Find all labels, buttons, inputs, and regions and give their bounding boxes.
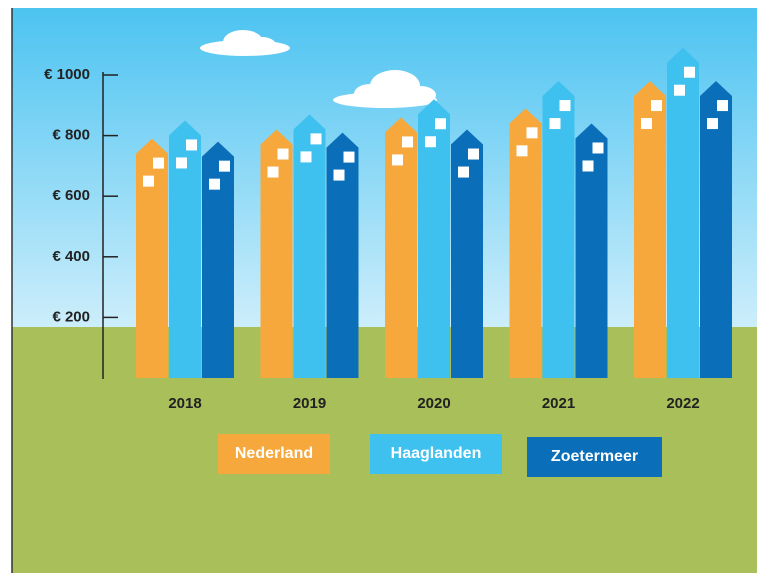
bar	[326, 132, 359, 378]
bar	[418, 99, 450, 379]
x-tick-label: 2022	[666, 395, 699, 412]
bar	[575, 123, 608, 378]
bar	[202, 141, 234, 378]
window	[343, 151, 355, 163]
window	[186, 139, 197, 151]
cloud	[200, 30, 290, 56]
bar	[293, 114, 326, 378]
y-tick-label: € 1000	[44, 66, 90, 83]
window	[526, 127, 538, 139]
window	[435, 118, 446, 130]
bar	[509, 108, 542, 378]
bar	[136, 138, 168, 378]
window	[549, 118, 561, 130]
window	[176, 157, 187, 169]
legend-label: Zoetermeer	[551, 448, 638, 465]
window	[310, 133, 322, 145]
window	[516, 145, 528, 157]
window	[582, 160, 594, 172]
bar	[451, 129, 483, 378]
window	[468, 148, 479, 160]
window	[219, 160, 230, 172]
window	[592, 142, 604, 154]
legend-swatch	[527, 437, 662, 477]
cloud	[333, 70, 437, 108]
window	[300, 151, 312, 163]
x-tick-label: 2021	[542, 395, 575, 412]
window	[641, 118, 652, 130]
window	[392, 154, 403, 166]
window	[153, 157, 164, 169]
y-tick-label: € 800	[52, 127, 90, 144]
x-tick-label: 2018	[168, 395, 201, 412]
legend-swatch	[218, 434, 330, 474]
bar	[169, 120, 201, 378]
y-tick-label: € 600	[52, 187, 90, 204]
legend-label: Haaglanden	[391, 445, 482, 462]
bar	[634, 81, 666, 378]
window	[559, 100, 571, 112]
window	[143, 175, 154, 187]
window	[402, 136, 413, 148]
y-tick-label: € 200	[52, 308, 90, 325]
window	[674, 84, 685, 96]
x-tick-label: 2020	[417, 395, 450, 412]
bar	[542, 81, 575, 378]
legend-swatch	[370, 434, 502, 474]
bar	[667, 47, 699, 378]
window	[333, 169, 345, 181]
bar	[700, 81, 732, 378]
window	[267, 166, 279, 178]
window	[707, 118, 718, 130]
window	[277, 148, 289, 160]
window	[717, 100, 728, 112]
window	[651, 100, 662, 112]
y-tick-label: € 400	[52, 248, 90, 265]
legend-label: Nederland	[235, 445, 313, 462]
window	[458, 166, 469, 178]
window	[684, 66, 695, 78]
legend: Nederland Haaglanden Zoetermeer	[218, 434, 662, 477]
window	[425, 136, 436, 148]
x-tick-label: 2019	[293, 395, 326, 412]
window	[209, 178, 220, 190]
bar	[260, 129, 293, 378]
bar	[385, 117, 417, 379]
